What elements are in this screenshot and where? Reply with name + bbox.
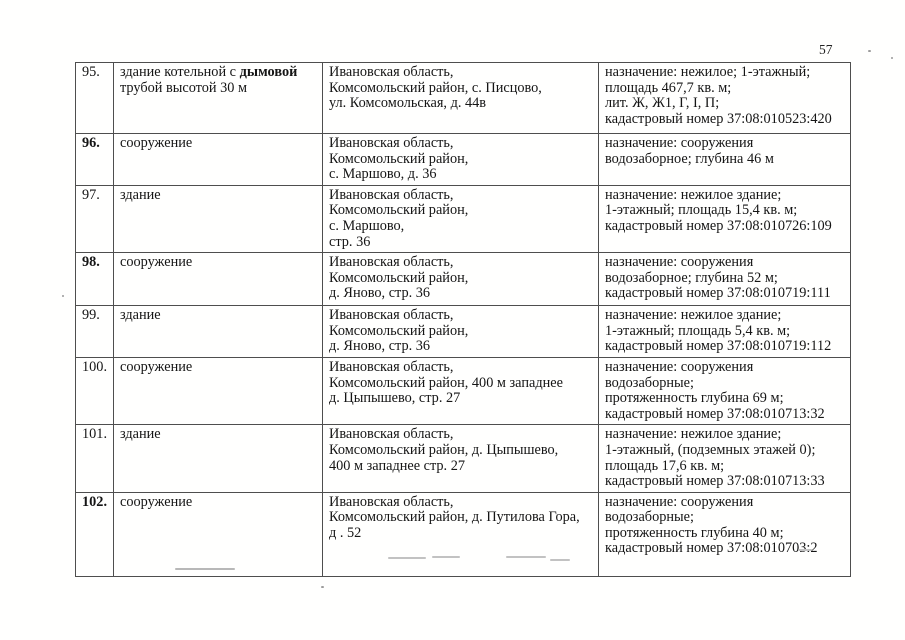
object-designation: назначение: нежилое здание; 1-этажный; п… (605, 186, 832, 234)
designation-cell: назначение: сооружения водозаборные; про… (598, 491, 851, 577)
object-name: здание (120, 426, 161, 443)
object-designation: назначение: нежилое здание; 1-этажный, (… (605, 426, 825, 490)
address-cell: Ивановская область, Комсомольский район,… (322, 133, 599, 186)
object-name: сооружение (120, 358, 193, 375)
object-name: здание котельной с дымовой трубой высото… (120, 64, 298, 96)
row-number: 101. (82, 426, 108, 443)
object-name-cell: сооружение (113, 356, 323, 426)
object-designation: назначение: сооружения водозаборные; про… (605, 493, 818, 557)
object-address: Ивановская область, Комсомольский район,… (329, 254, 469, 302)
object-name: сооружение (120, 254, 193, 271)
row-number: 97. (82, 186, 100, 203)
row-number: 100. (82, 358, 108, 375)
object-name-cell: сооружение (113, 133, 323, 186)
scan-artifact-dash (506, 556, 546, 558)
row-number-cell: 95. (75, 62, 114, 134)
object-address: Ивановская область, Комсомольский район,… (329, 493, 580, 541)
row-number-cell: 96. (75, 133, 114, 186)
object-name: здание (120, 307, 161, 324)
object-address: Ивановская область, Комсомольский район,… (329, 358, 563, 407)
object-name: сооружение (120, 135, 193, 151)
row-number: 96. (82, 135, 100, 151)
object-designation: назначение: сооружения водозаборное; глу… (605, 135, 774, 167)
address-cell: Ивановская область, Комсомольский район,… (322, 424, 599, 493)
address-cell: Ивановская область, Комсомольский район,… (322, 305, 599, 358)
row-number-cell: 102. (75, 491, 114, 577)
designation-cell: назначение: нежилое здание; 1-этажный, (… (598, 424, 851, 493)
object-name-cell: сооружение (113, 491, 323, 577)
scan-artifact-dash (175, 568, 235, 570)
table-row: 98. сооружение Ивановская область, Комсо… (75, 252, 851, 307)
row-number: 102. (82, 493, 108, 510)
object-designation: назначение: сооружения водозаборные; про… (605, 358, 825, 422)
row-number-cell: 99. (75, 305, 114, 358)
object-name: здание (120, 186, 161, 203)
object-name-cell: здание (113, 305, 323, 358)
address-cell: Ивановская область, Комсомольский район,… (322, 356, 599, 426)
designation-cell: назначение: сооружения водозаборное; глу… (598, 252, 851, 307)
object-name: сооружение (120, 493, 193, 510)
table-row: 101. здание Ивановская область, Комсомол… (75, 424, 851, 493)
object-name-cell: здание котельной с дымовой трубой высото… (113, 62, 323, 134)
object-designation: назначение: нежилое; 1-этажный; площадь … (605, 64, 832, 127)
object-address: Ивановская область, Комсомольский район,… (329, 135, 469, 183)
table-row: 95. здание котельной с дымовой трубой вы… (75, 62, 851, 134)
row-number-cell: 100. (75, 356, 114, 426)
table-row: 97. здание Ивановская область, Комсомоль… (75, 184, 851, 254)
scan-speck (62, 295, 64, 297)
object-name-cell: сооружение (113, 252, 323, 307)
row-number-cell: 101. (75, 424, 114, 493)
scan-speck (891, 57, 893, 59)
object-name-cell: здание (113, 424, 323, 493)
designation-cell: назначение: нежилое здание; 1-этажный; п… (598, 305, 851, 358)
scan-artifact-dash (432, 556, 460, 558)
scan-artifact-dash (798, 549, 812, 551)
object-address: Ивановская область, Комсомольский район,… (329, 426, 559, 474)
scan-speck (321, 586, 324, 588)
row-number: 99. (82, 307, 100, 324)
row-number-cell: 98. (75, 252, 114, 307)
object-address: Ивановская область, Комсомольский район,… (329, 307, 469, 355)
address-cell: Ивановская область, Комсомольский район,… (322, 184, 599, 254)
designation-cell: назначение: сооружения водозаборное; глу… (598, 133, 851, 186)
scan-artifact-dash (388, 557, 426, 559)
designation-cell: назначение: сооружения водозаборные; про… (598, 356, 851, 426)
object-designation: назначение: нежилое здание; 1-этажный; п… (605, 307, 832, 355)
row-number: 98. (82, 254, 100, 271)
object-name-cell: здание (113, 184, 323, 254)
address-cell: Ивановская область, Комсомольский район,… (322, 252, 599, 307)
row-number: 95. (82, 64, 100, 80)
row-number-cell: 97. (75, 184, 114, 254)
object-designation: назначение: сооружения водозаборное; глу… (605, 254, 831, 302)
address-cell: Ивановская область, Комсомольский район,… (322, 491, 599, 577)
table-row: 100. сооружение Ивановская область, Комс… (75, 356, 851, 426)
table-row: 102. сооружение Ивановская область, Комс… (75, 491, 851, 577)
table-row: 99. здание Ивановская область, Комсомоль… (75, 305, 851, 358)
designation-cell: назначение: нежилое; 1-этажный; площадь … (598, 62, 851, 134)
page-number: 57 (819, 42, 833, 57)
object-address: Ивановская область, Комсомольский район,… (329, 186, 469, 250)
object-address: Ивановская область, Комсомольский район,… (329, 64, 542, 112)
scan-artifact-dash (550, 559, 570, 561)
table-row: 96. сооружение Ивановская область, Комсо… (75, 133, 851, 186)
cadastral-objects-table: 95. здание котельной с дымовой трубой вы… (75, 62, 851, 577)
scan-speck (868, 50, 871, 52)
address-cell: Ивановская область, Комсомольский район,… (322, 62, 599, 134)
designation-cell: назначение: нежилое здание; 1-этажный; п… (598, 184, 851, 254)
